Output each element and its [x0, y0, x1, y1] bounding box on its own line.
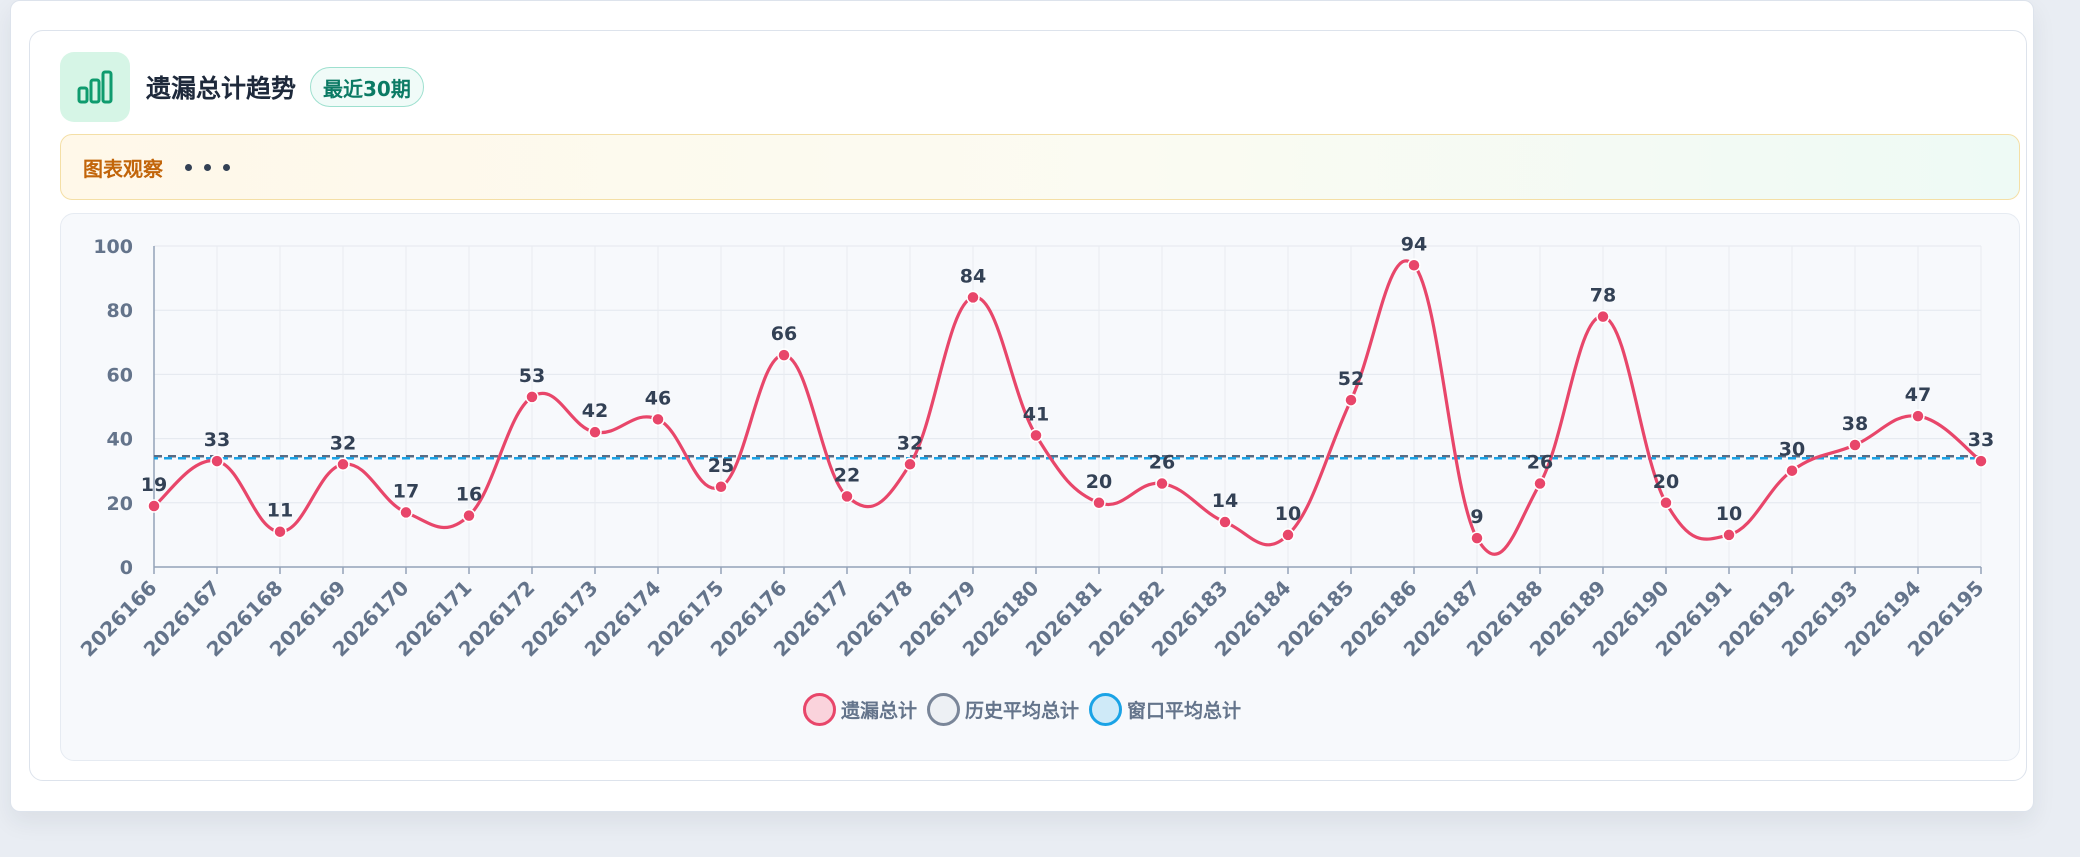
- data-label: 52: [1338, 368, 1364, 390]
- data-label: 20: [1086, 471, 1112, 493]
- data-label: 10: [1275, 503, 1301, 525]
- legend-label: 窗口平均总计: [1127, 700, 1242, 722]
- y-tick-label: 20: [107, 493, 133, 515]
- data-point: [399, 505, 413, 520]
- y-tick-label: 80: [107, 300, 133, 322]
- data-label: 33: [204, 429, 230, 451]
- data-label: 25: [708, 455, 734, 477]
- y-tick-label: 40: [107, 429, 133, 451]
- data-label: 42: [582, 400, 608, 422]
- legend-swatch-missing-total: [803, 693, 836, 726]
- data-label: 10: [1716, 503, 1742, 525]
- data-point: [525, 390, 539, 404]
- data-label: 84: [960, 265, 986, 287]
- data-label: 32: [897, 432, 923, 454]
- data-point: [210, 454, 224, 468]
- data-point: [462, 508, 476, 523]
- legend-item-missing-total[interactable]: 遗漏总计: [803, 693, 917, 726]
- data-point: [1974, 454, 1988, 468]
- more-dots-icon[interactable]: [185, 163, 230, 171]
- data-point: [1911, 409, 1925, 423]
- data-point: [1092, 496, 1106, 510]
- data-label: 47: [1905, 384, 1931, 406]
- data-label: 66: [771, 323, 797, 345]
- legend-label: 遗漏总计: [841, 700, 918, 722]
- data-label: 9: [1470, 506, 1483, 528]
- data-label: 33: [1968, 429, 1994, 451]
- data-label: 38: [1842, 413, 1868, 435]
- series-line-missing-total: [152, 259, 1982, 556]
- data-label: 30: [1779, 439, 1805, 461]
- chart-title: 遗漏总计趋势: [146, 74, 297, 103]
- data-point: [1470, 531, 1484, 545]
- data-point: [1407, 258, 1421, 273]
- bar-chart-icon: [60, 52, 130, 122]
- data-label: 20: [1653, 471, 1679, 493]
- data-point: [336, 457, 350, 472]
- legend-item-history-average[interactable]: 历史平均总计: [927, 693, 1079, 726]
- data-label: 14: [1212, 490, 1238, 512]
- chart-legend: 遗漏总计 历史平均总计 窗口平均总计: [803, 693, 1251, 726]
- data-label: 22: [834, 464, 860, 486]
- data-label: 32: [330, 432, 356, 454]
- chart-panel: [60, 213, 2020, 761]
- data-point: [1785, 463, 1799, 478]
- data-point: [273, 524, 287, 539]
- data-point: [1218, 515, 1232, 529]
- data-point: [966, 290, 980, 305]
- data-point: [777, 348, 791, 362]
- data-label: 16: [456, 484, 482, 506]
- data-point: [588, 425, 602, 439]
- data-label: 26: [1149, 452, 1175, 474]
- observation-label: 图表观察: [83, 156, 163, 181]
- data-label: 26: [1527, 452, 1553, 474]
- data-point: [1722, 528, 1736, 542]
- card-header: 遗漏总计趋势 最近30期: [60, 52, 424, 122]
- data-label: 11: [267, 500, 293, 522]
- data-label: 17: [393, 480, 419, 502]
- data-label: 19: [141, 474, 167, 496]
- data-point: [1596, 309, 1610, 324]
- period-badge: 最近30期: [310, 67, 424, 107]
- y-tick-label: 60: [107, 364, 133, 386]
- data-label: 53: [519, 365, 545, 387]
- data-point: [714, 480, 728, 494]
- data-point: [1659, 496, 1673, 510]
- y-tick-label: 100: [93, 236, 133, 258]
- legend-label: 历史平均总计: [965, 700, 1080, 722]
- data-point: [1281, 528, 1295, 542]
- data-label: 78: [1590, 285, 1616, 307]
- data-point: [1533, 476, 1547, 491]
- observation-bar[interactable]: 图表观察: [60, 134, 2020, 200]
- data-point: [840, 489, 854, 504]
- legend-swatch-window-average: [1089, 693, 1123, 726]
- data-point: [1155, 476, 1169, 491]
- legend-item-window-average[interactable]: 窗口平均总计: [1089, 693, 1241, 726]
- data-point: [1848, 438, 1862, 452]
- data-point: [903, 457, 917, 472]
- data-label: 46: [645, 387, 671, 409]
- data-point: [1344, 393, 1358, 407]
- y-tick-label: 0: [120, 557, 133, 579]
- legend-swatch-history-average: [927, 693, 961, 726]
- data-point: [651, 412, 665, 427]
- data-label: 41: [1023, 403, 1049, 425]
- data-point: [147, 499, 161, 513]
- data-point: [1029, 428, 1043, 443]
- data-label: 94: [1401, 233, 1427, 255]
